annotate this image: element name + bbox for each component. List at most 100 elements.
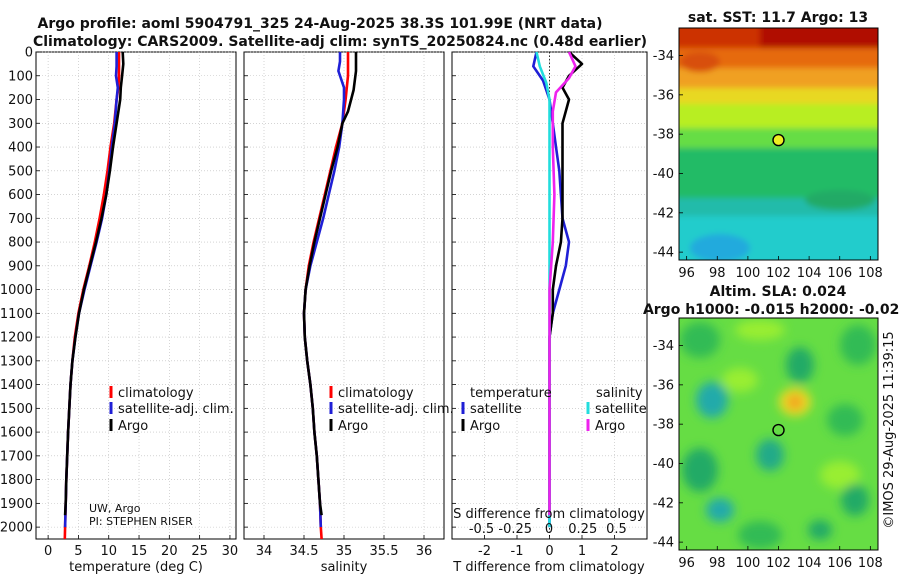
figure-title-line1: Argo profile: aoml 5904791_325 24-Aug-20… (38, 16, 603, 32)
sla-map-title-line1: Altim. SLA: 0.024 (710, 284, 847, 300)
depth-tick-label: 1900 (0, 497, 33, 512)
difference-profiles (531, 51, 584, 528)
map-x-tick-label: 102 (766, 556, 791, 571)
x-tick-label: 5 (74, 544, 82, 559)
s-tick-label: 0.25 (568, 522, 597, 537)
map-y-tick-label: -36 (653, 88, 674, 103)
temperature-x-label: temperature (deg C) (69, 560, 203, 575)
x-tick-label: 10 (100, 544, 117, 559)
sst-field (679, 28, 878, 260)
salinity-x-label: salinity (321, 560, 368, 575)
legend-label-argo: Argo (338, 419, 368, 434)
temperature-x-tick-labels: 0 5 10 15 20 25 30 (44, 544, 238, 559)
x-tick-label: -2 (478, 544, 491, 559)
salinity-profiles (302, 52, 358, 540)
sst-map-panel: sat. SST: 11.7 Argo: 13 96 98 100 102 104 106… (653, 10, 883, 281)
x-tick-label: 25 (191, 544, 208, 559)
x-tick-label: 36 (416, 544, 433, 559)
x-tick-label: 0 (545, 544, 553, 559)
legend-label-s-argo: Argo (595, 419, 625, 434)
depth-tick-label: 1200 (0, 331, 33, 346)
depth-tick-label: 200 (8, 93, 33, 108)
map-y-tick-label: -34 (653, 49, 674, 64)
sla-map-title-line2: Argo h1000: -0.015 h2000: -0.022 (643, 302, 900, 318)
legend-label-satellite: satellite-adj. clim. (338, 402, 454, 417)
depth-tick-label: 1400 (0, 378, 33, 393)
map-x-tick-label: 98 (709, 556, 726, 571)
depth-tick-label: 1000 (0, 283, 33, 298)
float-location-marker (772, 133, 785, 147)
legend-title-temperature: temperature (470, 386, 552, 401)
map-x-tick-label: 104 (797, 266, 822, 281)
sst-map-title: sat. SST: 11.7 Argo: 13 (688, 10, 868, 26)
float-location-marker (772, 423, 785, 437)
sla-map-panel: Altim. SLA: 0.024 Argo h1000: -0.015 h20… (643, 284, 900, 571)
x-tick-label: 0 (44, 544, 52, 559)
s-tick-label: -0.5 (469, 522, 494, 537)
legend-label-climatology: climatology (118, 386, 194, 401)
map-x-tick-label: 108 (858, 556, 883, 571)
map-x-tick-label: 96 (678, 266, 695, 281)
depth-tick-label: 500 (8, 164, 33, 179)
x-tick-label: 34 (256, 544, 273, 559)
map-x-tick-label: 108 (858, 266, 883, 281)
depth-tick-label: 800 (8, 236, 33, 251)
map-y-tick-label: -38 (653, 418, 674, 433)
timestamp-label: ©IMOS 29-Aug-2025 11:39:15 (882, 331, 897, 528)
depth-tick-label: 600 (8, 188, 33, 203)
credit-line1: UW, Argo (89, 502, 141, 515)
series-line-argo (302, 52, 358, 516)
map-x-tick-label: 106 (827, 266, 852, 281)
legend-label-t-satellite: satellite (470, 402, 522, 417)
map-y-tick-label: -44 (653, 536, 674, 551)
depth-tick-label: 1300 (0, 354, 33, 369)
map-x-tick-label: 100 (735, 266, 760, 281)
salinity-x-tick-labels: 34 34.5 35 35.5 36 (256, 544, 433, 559)
map-y-tick-label: -40 (653, 457, 674, 472)
map-y-tick-label: -44 (653, 246, 674, 261)
x-tick-label: 35.5 (370, 544, 399, 559)
x-tick-label: -1 (511, 544, 524, 559)
legend-label-argo: Argo (118, 419, 148, 434)
x-tick-label: 1 (578, 544, 586, 559)
temperature-profiles (63, 51, 125, 540)
t-difference-x-tick-labels: -2 -1 0 1 2 (478, 544, 619, 559)
map-x-tick-label: 98 (709, 266, 726, 281)
sla-map-ticks: 96 98 100 102 104 106 108 -34 -36 -38 -40 -42 -44 (653, 339, 883, 571)
depth-tick-label: 400 (8, 141, 33, 156)
depth-tick-labels: 0 100 200 300 400 500 600 700 800 900 1000 1100 1200… (0, 46, 33, 536)
s-difference-label: S difference from climatology (453, 507, 645, 522)
s-tick-label: -0.25 (498, 522, 532, 537)
depth-tick-label: 1800 (0, 473, 33, 488)
map-x-tick-label: 102 (766, 266, 791, 281)
difference-legend: temperature satellite Argo salinity sate… (461, 386, 647, 434)
depth-tick-label: 1700 (0, 449, 33, 464)
legend-label-satellite: satellite-adj. clim. (118, 402, 234, 417)
map-y-tick-label: -42 (653, 206, 674, 221)
x-tick-label: 2 (610, 544, 618, 559)
map-y-tick-label: -38 (653, 128, 674, 143)
depth-tick-label: 0 (25, 46, 33, 61)
depth-tick-label: 900 (8, 259, 33, 274)
salinity-panel: 34 34.5 35 35.5 36 salinity climatology sate… (243, 51, 454, 575)
depth-tick-label: 1500 (0, 402, 33, 417)
map-x-tick-label: 106 (827, 556, 852, 571)
s-tick-label: 0.5 (606, 522, 627, 537)
figure-title-line2: Climatology: CARS2009. Satellite-adj cli… (33, 34, 647, 50)
depth-tick-label: 1600 (0, 426, 33, 441)
series-line-salinity-argo (548, 51, 577, 516)
depth-tick-label: 100 (8, 69, 33, 84)
depth-tick-label: 300 (8, 117, 33, 132)
t-difference-x-label: T difference from climatology (452, 560, 645, 575)
difference-panel: -2 -1 0 1 2 temperature satellite Argo salin… (451, 51, 648, 575)
legend-label-climatology: climatology (338, 386, 414, 401)
legend-label-t-argo: Argo (470, 419, 500, 434)
sla-field (679, 318, 878, 550)
x-tick-label: 34.5 (290, 544, 319, 559)
s-difference-tick-labels: -0.5 -0.25 0 0.25 0.5 (469, 522, 627, 537)
sst-map-ticks: 96 98 100 102 104 106 108 -34 -36 -38 -40 -42 -44 (653, 49, 883, 281)
x-tick-label: 30 (222, 544, 239, 559)
temperature-grid (36, 51, 236, 539)
temperature-panel: 0100200300400500600700800900100011001200… (0, 46, 238, 576)
